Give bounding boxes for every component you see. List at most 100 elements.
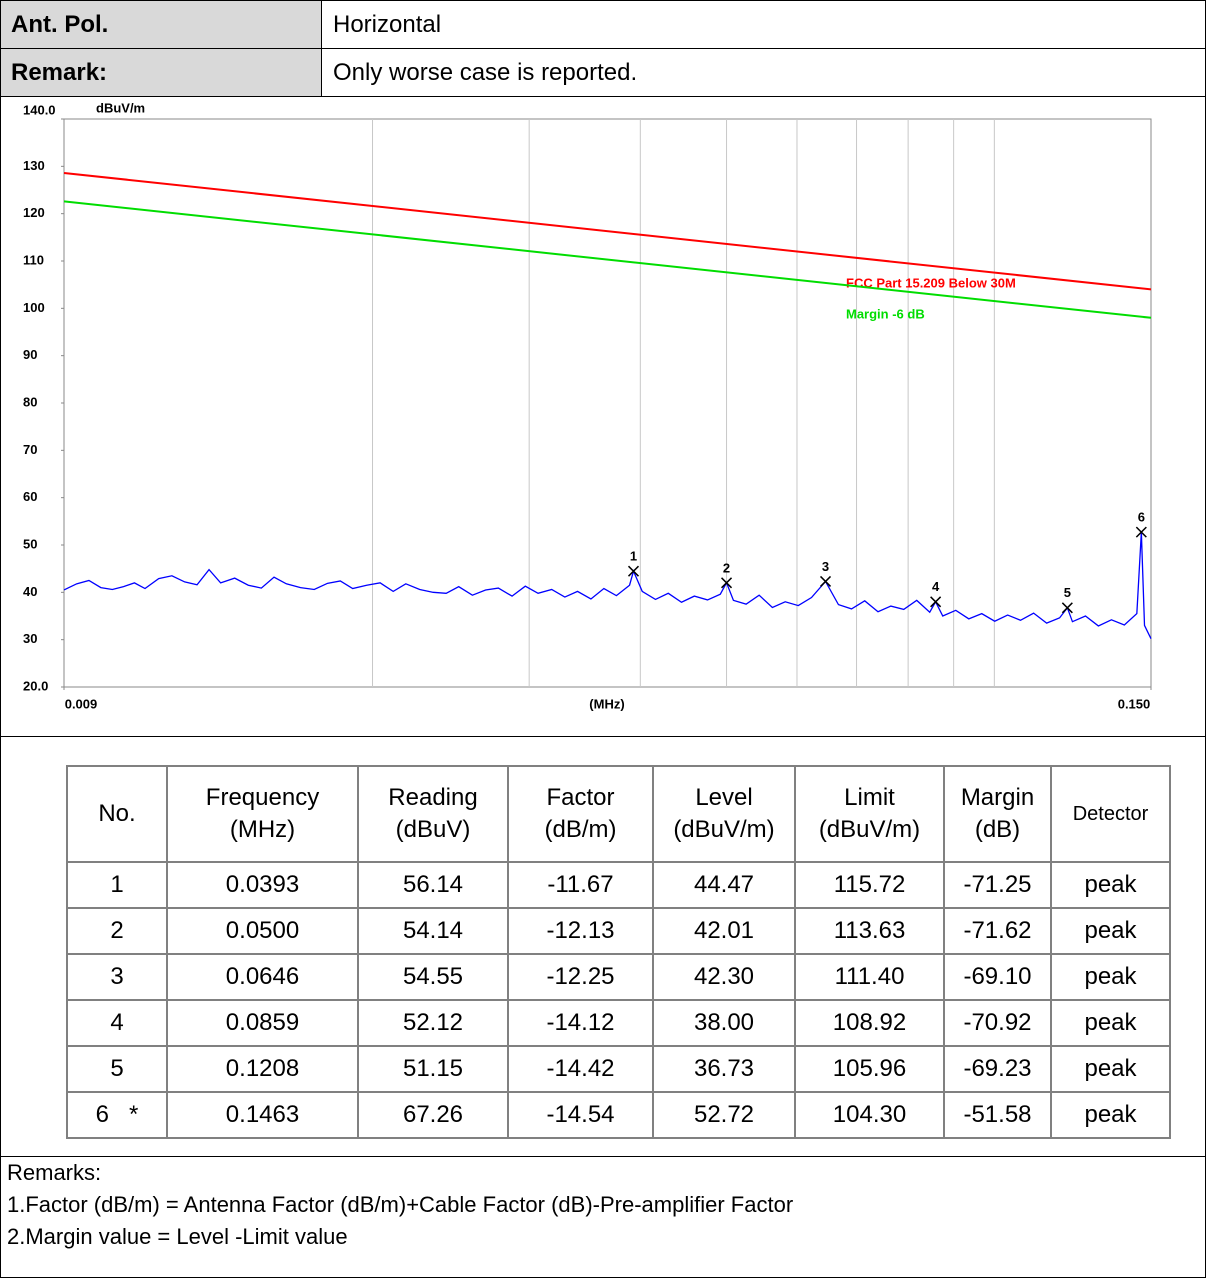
marker-label: 2: [723, 560, 730, 575]
table-cell: 54.55: [357, 953, 509, 1001]
info-label: Ant. Pol.: [1, 1, 322, 48]
y-tick-label: 90: [23, 347, 37, 362]
info-row: Remark: Only worse case is reported.: [1, 49, 1205, 97]
table-cell: 0.0646: [166, 953, 359, 1001]
plot-frame: [63, 118, 1152, 688]
results-table: No. Frequency (MHz) Reading (dBuV) Factor (…: [66, 765, 1171, 1139]
table-cell: peak: [1050, 1091, 1171, 1139]
marker-label: 3: [822, 559, 829, 574]
y-tick-label: 60: [23, 489, 37, 504]
table-cell: -14.42: [507, 1045, 654, 1093]
table-cell: 0.1463: [166, 1091, 359, 1139]
series-label: FCC Part 15.209 Below 30M: [846, 275, 1016, 290]
table-cell: -71.62: [943, 907, 1052, 955]
table-row: 6 * 0.1463 67.26 -14.54 52.72 104.30 -51.58 pea…: [66, 1091, 1171, 1139]
table-cell: 0.0393: [166, 861, 359, 909]
table-cell: -70.92: [943, 999, 1052, 1047]
y-tick-label: 120: [23, 205, 45, 220]
y-tick-label: 20.0: [23, 678, 48, 693]
marker-cross: [930, 596, 942, 608]
marker-cross: [819, 575, 832, 587]
info-label: Remark:: [1, 49, 322, 96]
y-tick-label: 130: [23, 158, 45, 173]
table-cell: 104.30: [794, 1091, 945, 1139]
table-cell: 36.73: [652, 1045, 796, 1093]
marker: [930, 596, 942, 608]
table-cell: 0.0500: [166, 907, 359, 955]
header-cell: Reading (dBuV): [357, 765, 509, 863]
x-tick-label: 0.009: [65, 696, 98, 711]
table-row: 4 0.0859 52.12 -14.12 38.00 108.92 -70.92 peak: [66, 999, 1171, 1047]
y-axis-label: dBuV/m: [96, 100, 145, 115]
y-tick-label: 40: [23, 584, 37, 599]
table-cell: 52.72: [652, 1091, 796, 1139]
marker-cross: [1061, 602, 1073, 614]
table-cell: 0.0859: [166, 999, 359, 1047]
table-cell: peak: [1050, 953, 1171, 1001]
table-cell: -12.13: [507, 907, 654, 955]
remark-line: 2.Margin value = Level -Limit value: [7, 1224, 348, 1249]
y-tick-label: 80: [23, 394, 37, 409]
table-cell: 6 *: [66, 1091, 168, 1139]
marker-cross: [721, 577, 733, 589]
marker-label: 1: [630, 549, 637, 564]
marker: [627, 565, 640, 577]
remarks-title: Remarks:: [7, 1160, 102, 1185]
y-tick-label: 50: [23, 536, 37, 551]
table-cell: 0.1208: [166, 1045, 359, 1093]
y-tick-label: 140.0: [23, 102, 56, 117]
table-row: 5 0.1208 51.15 -14.42 36.73 105.96 -69.23 peak: [66, 1045, 1171, 1093]
series-label: Margin -6 dB: [846, 306, 925, 321]
table-row: 3 0.0646 54.55 -12.25 42.30 111.40 -69.10 peak: [66, 953, 1171, 1001]
header-cell: Margin (dB): [943, 765, 1052, 863]
table-cell: 108.92: [794, 999, 945, 1047]
table-cell: 115.72: [794, 861, 945, 909]
table-cell: peak: [1050, 999, 1171, 1047]
marker-cross: [1135, 526, 1147, 538]
table-cell: -69.23: [943, 1045, 1052, 1093]
table-cell: 67.26: [357, 1091, 509, 1139]
table-row: 1 0.0393 56.14 -11.67 44.47 115.72 -71.25 peak: [66, 861, 1171, 909]
marker: [721, 577, 733, 589]
y-tick-label: 100: [23, 300, 45, 315]
marker-label: 6: [1138, 510, 1145, 525]
table-cell: -71.25: [943, 861, 1052, 909]
header-cell: Detector: [1050, 765, 1171, 863]
table-cell: -14.12: [507, 999, 654, 1047]
table-cell: 111.40: [794, 953, 945, 1001]
info-row: Ant. Pol. Horizontal: [1, 1, 1205, 49]
header-cell: Level (dBuV/m): [652, 765, 796, 863]
remarks: Remarks: 1.Factor (dB/m) = Antenna Facto…: [1, 1156, 1206, 1253]
table-cell: 42.01: [652, 907, 796, 955]
y-tick-label: 30: [23, 631, 37, 646]
header-cell: Frequency (MHz): [166, 765, 359, 863]
y-tick-label: 70: [23, 442, 37, 457]
table-row: 2 0.0500 54.14 -12.13 42.01 113.63 -71.62 peak: [66, 907, 1171, 955]
table-cell: 54.14: [357, 907, 509, 955]
table-cell: -51.58: [943, 1091, 1052, 1139]
marker: [1135, 526, 1147, 538]
series-line: [63, 200, 1152, 319]
table-cell: 56.14: [357, 861, 509, 909]
marker-label: 4: [932, 579, 940, 594]
info-value: Horizontal: [333, 11, 442, 38]
table-cell: 42.30: [652, 953, 796, 1001]
table-cell: peak: [1050, 861, 1171, 909]
x-axis-label: (MHz): [589, 696, 624, 711]
header-row: No. Frequency (MHz) Reading (dBuV) Factor (…: [66, 765, 1171, 863]
info-value: Only worse case is reported.: [333, 59, 638, 86]
marker-cross: [627, 565, 640, 577]
table-cell: -14.54: [507, 1091, 654, 1139]
table-cell: 4: [66, 999, 168, 1047]
table-cell: 3: [66, 953, 168, 1001]
table-cell: 51.15: [357, 1045, 509, 1093]
table-cell: -12.25: [507, 953, 654, 1001]
table-cell: 1: [66, 861, 168, 909]
table-cell: 113.63: [794, 907, 945, 955]
table-cell: 52.12: [357, 999, 509, 1047]
marker-label: 5: [1064, 585, 1071, 600]
y-tick-label: 110: [23, 252, 44, 267]
table-cell: peak: [1050, 907, 1171, 955]
x-tick-label: 0.150: [1118, 696, 1151, 711]
